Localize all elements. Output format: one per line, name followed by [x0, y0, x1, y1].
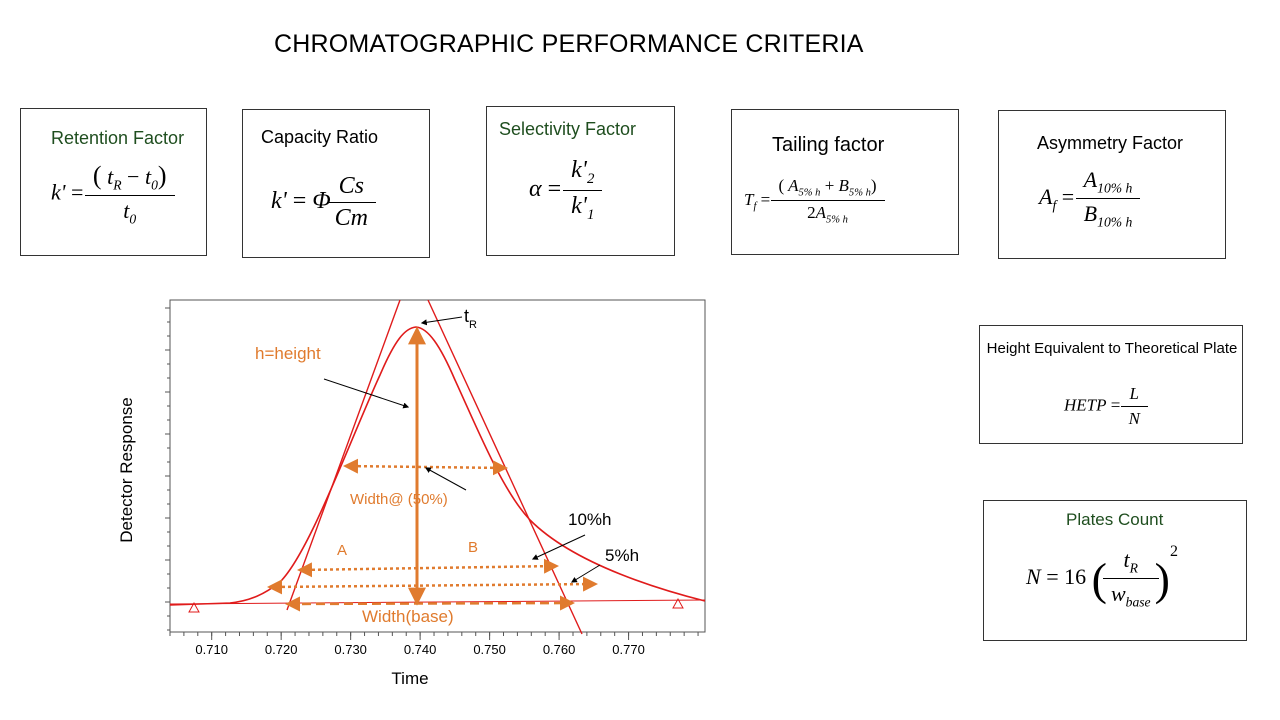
x-tick-label: 0.720 [265, 642, 298, 657]
B-label: B [468, 539, 478, 556]
plates-count-title: Plates Count [1066, 510, 1164, 529]
capacity-ratio-equation: k' = Φ Cs Cm [271, 173, 376, 232]
x-axis-label: Time [391, 669, 428, 688]
hetp-box: Height Equivalent to Theoretical Plate H… [979, 325, 1243, 444]
x-tick-label: 0.730 [334, 642, 367, 657]
width50-arrow [343, 458, 508, 476]
retention-factor-box: Retention Factor k' = ( tR − t0) t0 [20, 108, 207, 256]
capacity-ratio-title: Capacity Ratio [261, 127, 379, 147]
five-pct-pointer [570, 564, 601, 583]
five-pct-label: 5%h [605, 546, 639, 565]
left-tangent [286, 299, 401, 611]
A-label: A [337, 542, 347, 559]
x-ticks: 0.710 0.720 0.730 0.740 0.750 0.760 0.770 [169, 632, 699, 657]
capacity-ratio-box: Capacity Ratio k' = Φ Cs Cm [242, 109, 430, 258]
height-label: h=height [255, 344, 321, 363]
width5-arrow [267, 576, 598, 595]
tR-label: tR [464, 306, 477, 331]
ten-pct-label: 10%h [568, 510, 611, 529]
asymmetry-factor-title: Asymmetry Factor [1037, 133, 1184, 153]
retention-factor-equation: k' = ( tR − t0) t0 [51, 161, 175, 228]
plates-count-box: Plates Count N = 16 (tR wbase)2 [983, 500, 1247, 641]
tR-pointer [420, 316, 463, 326]
ten-pct-pointer [531, 534, 586, 560]
width-base-label: Width(base) [362, 607, 454, 626]
width50-label: Width@ (50%) [350, 491, 448, 508]
chromatogram-diagram: 0.710 0.720 0.730 0.740 0.750 0.760 0.770 tR h… [117, 299, 706, 688]
hetp-title: Height Equivalent to Theoretical Plate [986, 340, 1238, 357]
selectivity-factor-box: Selectivity Factor α = k'2 k'1 [486, 106, 675, 256]
y-axis-label: Detector Response [117, 397, 136, 543]
end-marker [672, 597, 684, 609]
x-tick-label: 0.760 [543, 642, 576, 657]
start-marker [188, 601, 200, 613]
tailing-factor-title: Tailing factor [772, 134, 885, 156]
x-tick-label: 0.750 [473, 642, 506, 657]
y-ticks [165, 307, 170, 631]
x-tick-label: 0.740 [404, 642, 437, 657]
retention-factor-title: Retention Factor [51, 128, 185, 148]
peak-curve [169, 326, 706, 606]
asymmetry-factor-box: Asymmetry Factor Af = A10% h B10% h [998, 110, 1226, 259]
tailing-factor-equation: Tf = ( A5% h + B5% h) 2A5% h [744, 176, 885, 226]
width50-pointer [424, 467, 467, 491]
tailing-factor-box: Tailing factor Tf = ( A5% h + B5% h) 2A5%… [731, 109, 959, 255]
page-title: CHROMATOGRAPHIC PERFORMANCE CRITERIA [274, 30, 864, 58]
selectivity-factor-equation: α = k'2 k'1 [529, 157, 603, 224]
plates-count-equation: N = 16 (tR wbase)2 [1026, 543, 1178, 610]
height-pointer [323, 378, 410, 409]
x-tick-label: 0.770 [612, 642, 645, 657]
asymmetry-factor-equation: Af = A10% h B10% h [1039, 167, 1141, 231]
x-tick-label: 0.710 [195, 642, 228, 657]
selectivity-factor-title: Selectivity Factor [499, 119, 637, 139]
width10-arrow [297, 558, 559, 578]
width-base-arrow [285, 595, 575, 612]
